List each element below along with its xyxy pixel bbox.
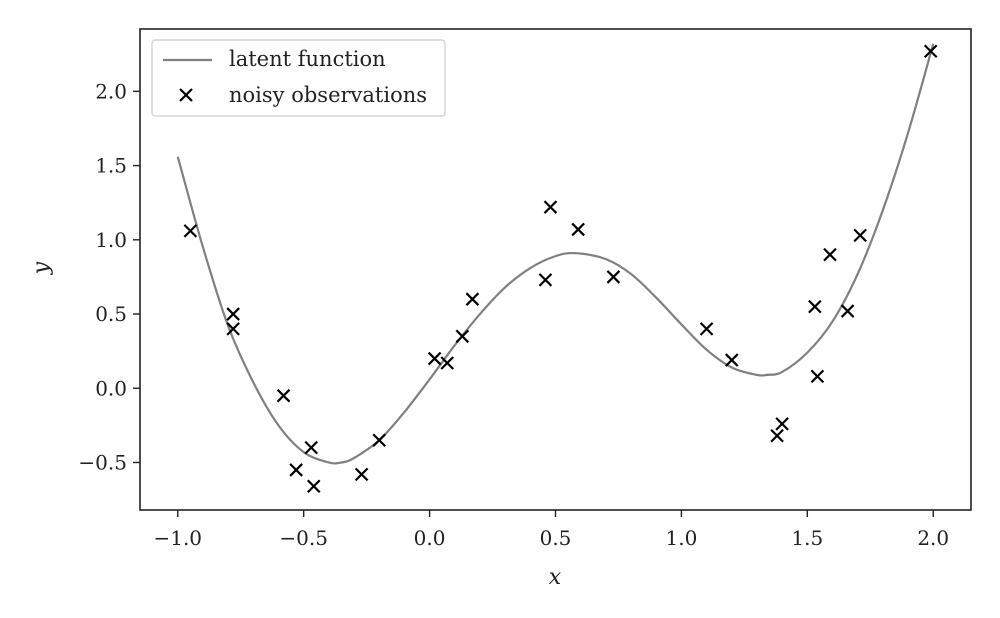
observation-point bbox=[372, 433, 387, 448]
x-tick-label: 1.0 bbox=[666, 526, 698, 550]
observation-point bbox=[808, 299, 822, 314]
observation-point bbox=[440, 356, 454, 370]
x-tick-label: −0.5 bbox=[279, 526, 328, 550]
observation-point bbox=[455, 329, 470, 344]
plot-frame bbox=[139, 28, 972, 511]
observation-point bbox=[427, 351, 442, 366]
observation-point bbox=[354, 467, 369, 482]
observation-point bbox=[810, 369, 825, 384]
legend-label-latent-function: latent function bbox=[229, 47, 386, 71]
legend-box bbox=[151, 39, 446, 117]
x-tick-label: 0.5 bbox=[540, 526, 572, 550]
observation-point bbox=[304, 440, 319, 455]
y-tick-label: 1.0 bbox=[95, 228, 127, 252]
y-tick-label: 1.5 bbox=[95, 154, 127, 178]
observation-point bbox=[465, 292, 480, 306]
x-axis-title: x bbox=[549, 565, 562, 590]
observation-point bbox=[183, 224, 198, 238]
x-tick-label: 0.0 bbox=[414, 526, 446, 550]
observation-point bbox=[226, 307, 240, 321]
y-tick-label: 0.5 bbox=[95, 302, 127, 326]
observation-point bbox=[289, 463, 303, 477]
observation-point bbox=[538, 273, 553, 287]
x-tick-label: 2.0 bbox=[917, 526, 949, 550]
legend-marker-swatch bbox=[179, 88, 193, 102]
observation-point bbox=[823, 247, 837, 262]
observation-point bbox=[699, 322, 714, 336]
observation-point bbox=[571, 222, 585, 237]
legend: latent function noisy observations bbox=[151, 39, 446, 117]
observation-point bbox=[543, 200, 558, 214]
observation-point bbox=[226, 322, 240, 336]
observations-layer bbox=[183, 44, 938, 494]
observation-point bbox=[770, 428, 784, 443]
observation-point bbox=[923, 44, 938, 59]
y-tick-label: −0.5 bbox=[78, 450, 127, 474]
observation-point bbox=[853, 228, 867, 243]
latent-function-line bbox=[176, 43, 935, 465]
x-tick-label: 1.5 bbox=[791, 526, 823, 550]
observation-point bbox=[276, 388, 291, 403]
latent-function-layer bbox=[176, 43, 935, 465]
observation-point bbox=[306, 479, 321, 494]
legend-label-noisy-observations: noisy observations bbox=[229, 83, 427, 107]
y-tick-label: 2.0 bbox=[95, 79, 127, 103]
observation-point bbox=[840, 304, 855, 318]
y-tick-label: 0.0 bbox=[95, 376, 127, 400]
observation-point bbox=[724, 353, 739, 367]
observation-point bbox=[606, 270, 621, 284]
y-axis-title: y bbox=[29, 261, 54, 275]
observation-point bbox=[775, 417, 789, 431]
ticks-layer: −1.0 −0.5 0.0 0.5 1.0 1.5 2.0 −0.5 0.0 0.5 1.0 1.5 2… bbox=[78, 79, 949, 550]
x-tick-label: −1.0 bbox=[153, 526, 202, 550]
